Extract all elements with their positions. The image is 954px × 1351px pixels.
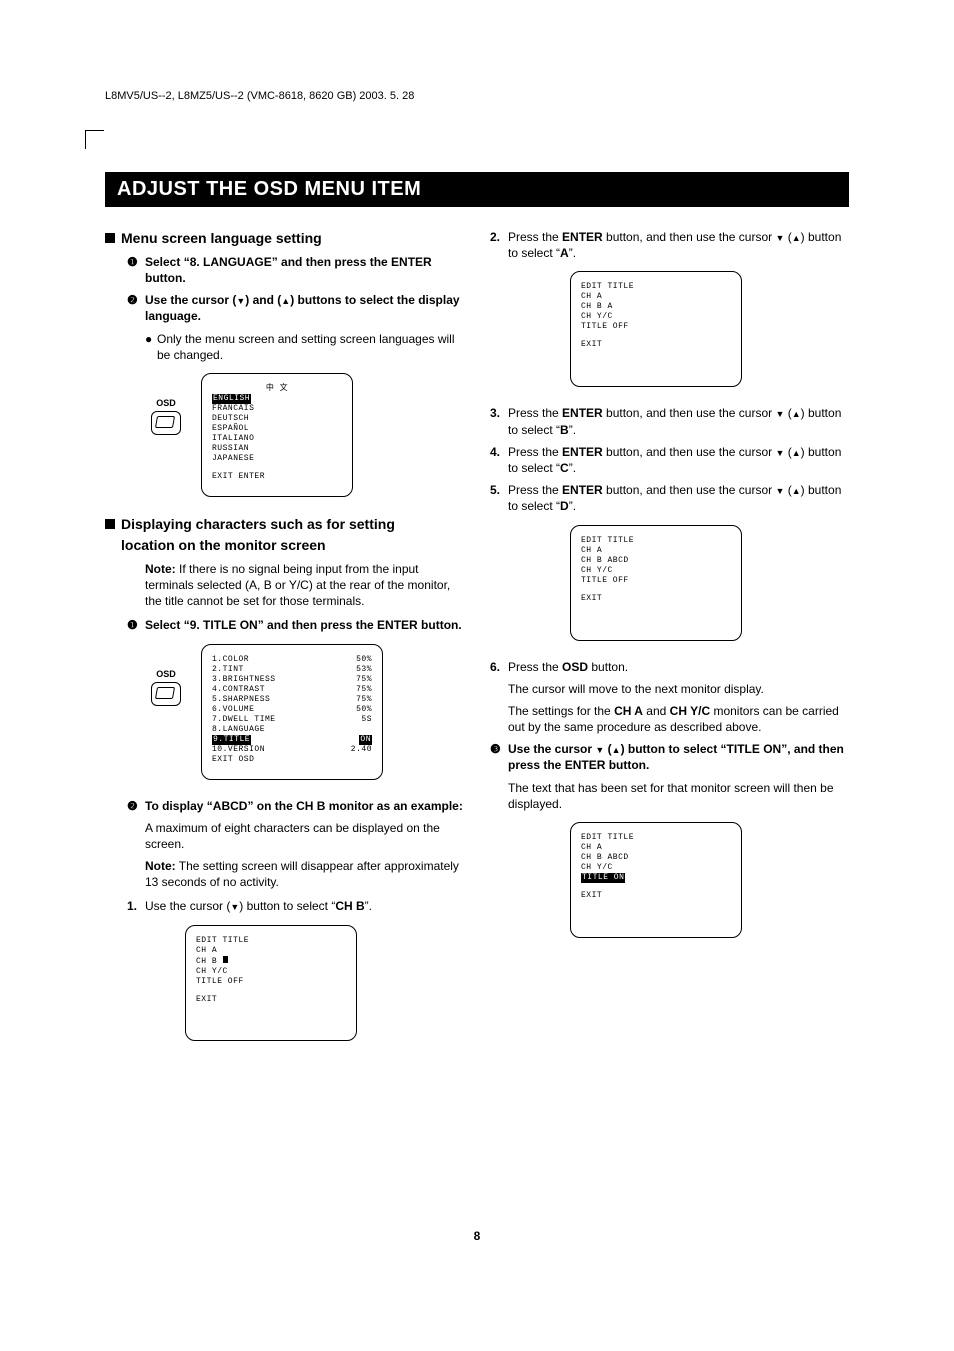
paragraph: The text that has been set for that moni… bbox=[490, 780, 849, 812]
numbered-step: 6. Press the OSD button. bbox=[490, 659, 849, 675]
cursor-block-icon bbox=[223, 956, 228, 963]
triangle-down-icon bbox=[595, 742, 604, 756]
numbered-step: 5. Press the ENTER button, and then use … bbox=[490, 482, 849, 514]
step-number: 4. bbox=[490, 444, 508, 476]
sub-bullet-text: Only the menu screen and setting screen … bbox=[157, 331, 464, 363]
paragraph: The settings for the CH A and CH Y/C mon… bbox=[490, 703, 849, 735]
osd-screen-edit: EDIT TITLE CH A CH B A CH Y/C TITLE OFF … bbox=[570, 271, 742, 387]
note: Note: The setting screen will disappear … bbox=[127, 858, 464, 890]
figure: EDIT TITLE CH A CH B ABCD CH Y/C TITLE O… bbox=[570, 525, 849, 641]
triangle-down-icon bbox=[230, 899, 239, 913]
section-body: Note: If there is no signal being input … bbox=[105, 561, 464, 634]
circled-2-icon: ❷ bbox=[127, 292, 145, 324]
monitor-icon bbox=[151, 682, 181, 706]
note: Note: If there is no signal being input … bbox=[127, 561, 464, 610]
square-bullet-icon bbox=[105, 233, 115, 243]
monitor-icon bbox=[151, 411, 181, 435]
paragraph: The cursor will move to the next monitor… bbox=[490, 681, 849, 697]
step-text: Select “9. TITLE ON” and then press the … bbox=[145, 617, 464, 633]
osd-icon: OSD bbox=[145, 668, 187, 706]
highlighted-row: TITLE ON bbox=[581, 873, 625, 883]
highlighted-row: ENGLISH bbox=[212, 394, 251, 404]
step-number: 2. bbox=[490, 229, 508, 261]
step-text: Press the OSD button. bbox=[508, 659, 849, 675]
circled-1-icon: ❶ bbox=[127, 254, 145, 286]
step-text: Press the ENTER button, and then use the… bbox=[508, 444, 849, 476]
section-heading-line2: location on the monitor screen bbox=[105, 536, 464, 555]
step-text: Select “8. LANGUAGE” and then press the … bbox=[145, 254, 464, 286]
section-heading: Displaying characters such as for settin… bbox=[105, 515, 464, 534]
numbered-step: 3. Press the ENTER button, and then use … bbox=[490, 405, 849, 437]
triangle-up-icon bbox=[792, 445, 801, 459]
step-text: Press the ENTER button, and then use the… bbox=[508, 229, 849, 261]
step-number: 6. bbox=[490, 659, 508, 675]
page-title: ADJUST THE OSD MENU ITEM bbox=[105, 172, 849, 207]
heading-text: Menu screen language setting bbox=[121, 230, 322, 246]
step: ❸ Use the cursor () button to select “TI… bbox=[490, 741, 849, 773]
osd-screen-edit: EDIT TITLE CH A CH B ABCD CH Y/C TITLE O… bbox=[570, 822, 742, 938]
triangle-up-icon bbox=[612, 742, 621, 756]
triangle-up-icon bbox=[792, 230, 801, 244]
step-text: Use the cursor () button to select “TITL… bbox=[508, 741, 849, 773]
step: ❶ Select “8. LANGUAGE” and then press th… bbox=[127, 254, 464, 286]
heading-text: Displaying characters such as for settin… bbox=[121, 516, 395, 532]
numbered-step: 1. Use the cursor () button to select “C… bbox=[127, 898, 464, 914]
content-columns: Menu screen language setting ❶ Select “8… bbox=[105, 229, 849, 1059]
triangle-down-icon bbox=[236, 293, 245, 307]
note-text: If there is no signal being input from t… bbox=[145, 562, 450, 608]
step-text: Press the ENTER button, and then use the… bbox=[508, 405, 849, 437]
step-text: Use the cursor () and () buttons to sele… bbox=[145, 292, 464, 324]
step: ❶ Select “9. TITLE ON” and then press th… bbox=[127, 617, 464, 633]
osd-icon: OSD bbox=[145, 397, 187, 435]
triangle-up-icon bbox=[792, 406, 801, 420]
numbered-step: 2. Press the ENTER button, and then use … bbox=[490, 229, 849, 261]
square-bullet-icon bbox=[105, 519, 115, 529]
osd-screen-language: 中 文 ENGLISH FRANCAIS DEUTSCH ESPAÑOL ITA… bbox=[201, 373, 353, 497]
circled-3-icon: ❸ bbox=[490, 741, 508, 773]
figure: EDIT TITLE CH A CH B CH Y/C TITLE OFF EX… bbox=[185, 925, 464, 1041]
note-text: The setting screen will disappear after … bbox=[145, 859, 459, 889]
highlighted-row: 9.TITLE bbox=[212, 735, 251, 745]
crop-mark bbox=[85, 130, 104, 149]
section-heading: Menu screen language setting bbox=[105, 229, 464, 248]
step-number: 3. bbox=[490, 405, 508, 437]
sub-bullet: ● Only the menu screen and setting scree… bbox=[127, 331, 464, 363]
right-column: 2. Press the ENTER button, and then use … bbox=[490, 229, 849, 1059]
paragraph: A maximum of eight characters can be dis… bbox=[127, 820, 464, 852]
figure: EDIT TITLE CH A CH B ABCD CH Y/C TITLE O… bbox=[570, 822, 849, 938]
step-number: 1. bbox=[127, 898, 145, 914]
page: L8MV5/US--2, L8MZ5/US--2 (VMC-8618, 8620… bbox=[0, 0, 954, 1351]
step-text: Press the ENTER button, and then use the… bbox=[508, 482, 849, 514]
numbered-step: 4. Press the ENTER button, and then use … bbox=[490, 444, 849, 476]
step-text: Use the cursor () button to select “CH B… bbox=[145, 898, 464, 914]
figure: OSD 中 文 ENGLISH FRANCAIS DEUTSCH ESPAÑOL… bbox=[145, 373, 464, 497]
osd-screen-menu: 1.COLOR50% 2.TINT53% 3.BRIGHTNESS75% 4.C… bbox=[201, 644, 383, 780]
triangle-up-icon bbox=[281, 293, 290, 307]
section-body: ❷ To display “ABCD” on the CH B monitor … bbox=[105, 798, 464, 915]
page-number: 8 bbox=[0, 1229, 954, 1243]
left-column: Menu screen language setting ❶ Select “8… bbox=[105, 229, 464, 1059]
note-label: Note: bbox=[145, 859, 176, 873]
step: ❷ To display “ABCD” on the CH B monitor … bbox=[127, 798, 464, 814]
note-label: Note: bbox=[145, 562, 176, 576]
step-number: 5. bbox=[490, 482, 508, 514]
bullet-dot-icon: ● bbox=[145, 331, 157, 363]
section-body: ❶ Select “8. LANGUAGE” and then press th… bbox=[105, 254, 464, 363]
step-text: To display “ABCD” on the CH B monitor as… bbox=[145, 798, 464, 814]
running-header: L8MV5/US--2, L8MZ5/US--2 (VMC-8618, 8620… bbox=[105, 90, 849, 102]
osd-screen-edit: EDIT TITLE CH A CH B CH Y/C TITLE OFF EX… bbox=[185, 925, 357, 1041]
figure: OSD 1.COLOR50% 2.TINT53% 3.BRIGHTNESS75%… bbox=[145, 644, 464, 780]
triangle-up-icon bbox=[792, 483, 801, 497]
step: ❷ Use the cursor () and () buttons to se… bbox=[127, 292, 464, 324]
circled-1-icon: ❶ bbox=[127, 617, 145, 633]
circled-2-icon: ❷ bbox=[127, 798, 145, 814]
figure: EDIT TITLE CH A CH B A CH Y/C TITLE OFF … bbox=[570, 271, 849, 387]
osd-screen-edit: EDIT TITLE CH A CH B ABCD CH Y/C TITLE O… bbox=[570, 525, 742, 641]
